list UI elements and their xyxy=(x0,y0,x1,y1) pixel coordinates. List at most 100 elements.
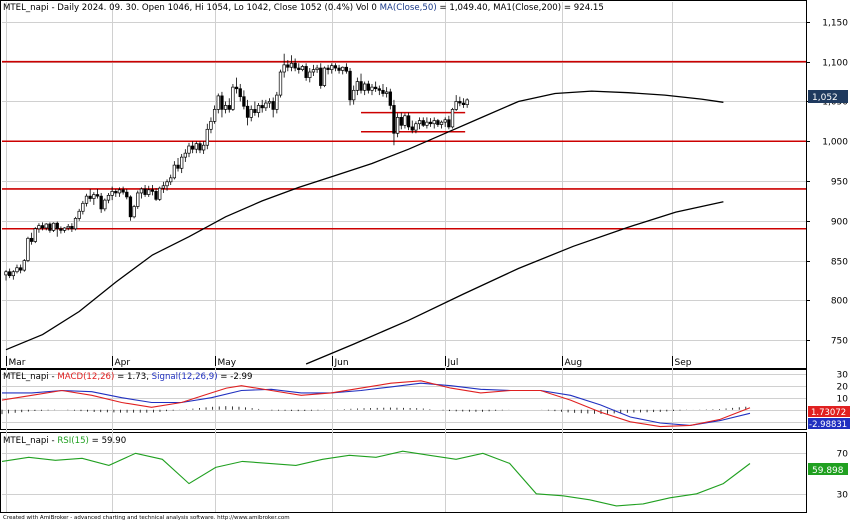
candle-body xyxy=(11,271,15,277)
candle-body xyxy=(117,189,122,194)
candle-body xyxy=(392,105,396,134)
candle-body xyxy=(439,121,444,125)
candle-body xyxy=(106,194,111,201)
candle-body xyxy=(432,120,436,125)
rsi-line xyxy=(1,450,751,507)
candle-body xyxy=(18,267,23,271)
candle-body xyxy=(417,120,422,125)
x-tick-label: Aug xyxy=(565,358,583,368)
rsi-header-prefix: MTEL_napi - xyxy=(3,436,57,446)
candle-body xyxy=(322,67,327,86)
candle-body xyxy=(77,210,81,219)
rsi-value: = 59.90 xyxy=(89,436,126,446)
candle-body xyxy=(128,196,133,218)
candle-body xyxy=(242,96,246,107)
candle-body xyxy=(125,191,129,198)
candles xyxy=(4,53,469,281)
rsi-tag-bg xyxy=(808,463,848,475)
candle-body xyxy=(245,105,250,118)
ma200-label: MA1(Close,200) xyxy=(493,3,561,13)
candle-body xyxy=(209,120,213,130)
signal-line xyxy=(2,382,751,426)
support-resistance-lines xyxy=(2,60,806,230)
y-tick-label: 800 xyxy=(831,297,848,307)
rsi-series xyxy=(1,450,751,507)
footer-credit: Created with AmiBroker - advanced charti… xyxy=(3,515,290,521)
macd-label: MACD(12,26) xyxy=(57,372,114,382)
macd-header-prefix: MTEL_napi - xyxy=(3,372,57,382)
candle-body xyxy=(216,95,220,110)
candle-body xyxy=(110,191,114,196)
grid xyxy=(2,2,806,512)
macd-tick-label: 20 xyxy=(837,383,849,393)
signal-label: Signal(12,26,9) xyxy=(152,372,218,382)
candle-body xyxy=(22,260,26,271)
candle-body xyxy=(366,83,370,91)
macd-tick-label: 10 xyxy=(837,395,849,405)
ma200-value: = 924.15 xyxy=(561,3,604,13)
candle-body xyxy=(62,227,67,231)
candle-body xyxy=(428,121,433,125)
candle-body xyxy=(201,144,206,151)
candle-body xyxy=(183,152,187,158)
macd-tick-label: 30 xyxy=(837,371,849,381)
macd-value: = 1.73, xyxy=(114,372,151,382)
x-tick-label: May xyxy=(218,358,237,368)
candle-body xyxy=(300,66,305,70)
rsi-tick-label: 30 xyxy=(837,491,849,501)
x-tick-label: Jul xyxy=(447,358,459,368)
ma50-line xyxy=(5,90,724,351)
candle-body xyxy=(308,71,312,78)
candle-body xyxy=(8,271,12,277)
candle-body xyxy=(311,69,316,73)
candle-body xyxy=(355,81,360,91)
candle-body xyxy=(381,89,385,94)
candle-body xyxy=(48,223,52,231)
candle-body xyxy=(231,86,235,110)
axes: Mar Apr May Jun Jul Aug Sep 750 800 850 900 950 1,00… xyxy=(6,19,849,501)
macd-series xyxy=(1,380,751,428)
candle-body xyxy=(377,88,381,91)
candle-body xyxy=(450,109,455,128)
y-tick-label: 900 xyxy=(831,218,848,228)
candle-body xyxy=(326,67,330,70)
candle-body xyxy=(132,206,136,218)
candle-body xyxy=(304,66,308,78)
candle-body xyxy=(293,62,297,69)
candle-body xyxy=(352,89,356,101)
candle-body xyxy=(278,71,283,96)
candle-body xyxy=(282,64,286,73)
candle-body xyxy=(59,228,63,231)
candle-body xyxy=(249,109,253,118)
candle-body xyxy=(136,192,140,207)
y-tick-label: 750 xyxy=(831,337,848,347)
candle-body xyxy=(421,120,425,126)
y-tick-label: 1,100 xyxy=(822,59,848,69)
candle-body xyxy=(370,86,374,91)
candle-body xyxy=(99,195,103,210)
candle-body xyxy=(95,194,100,197)
candle-body xyxy=(234,86,239,90)
candle-body xyxy=(359,81,363,91)
candle-body xyxy=(414,123,418,131)
candle-body xyxy=(384,91,389,94)
macd-tag-bg xyxy=(808,406,850,417)
candle-body xyxy=(180,156,184,169)
macd-tag: 1.73072 xyxy=(811,408,846,418)
y-tick-label: 850 xyxy=(831,258,848,268)
candle-body xyxy=(330,65,334,70)
candle-body xyxy=(33,228,37,242)
candle-body xyxy=(410,126,414,131)
candle-body xyxy=(374,86,378,90)
candle-body xyxy=(147,189,151,195)
candle-body xyxy=(88,195,92,199)
candle-body xyxy=(227,105,231,110)
candle-body xyxy=(81,202,85,212)
candle-body xyxy=(191,145,195,150)
x-tick-label: Jun xyxy=(334,358,349,368)
candle-body xyxy=(238,88,242,98)
rsi-panel-header: MTEL_napi - RSI(15) = 59.90 xyxy=(3,436,126,446)
candle-body xyxy=(66,226,70,229)
ma50-label: MA(Close,50) xyxy=(380,3,437,13)
